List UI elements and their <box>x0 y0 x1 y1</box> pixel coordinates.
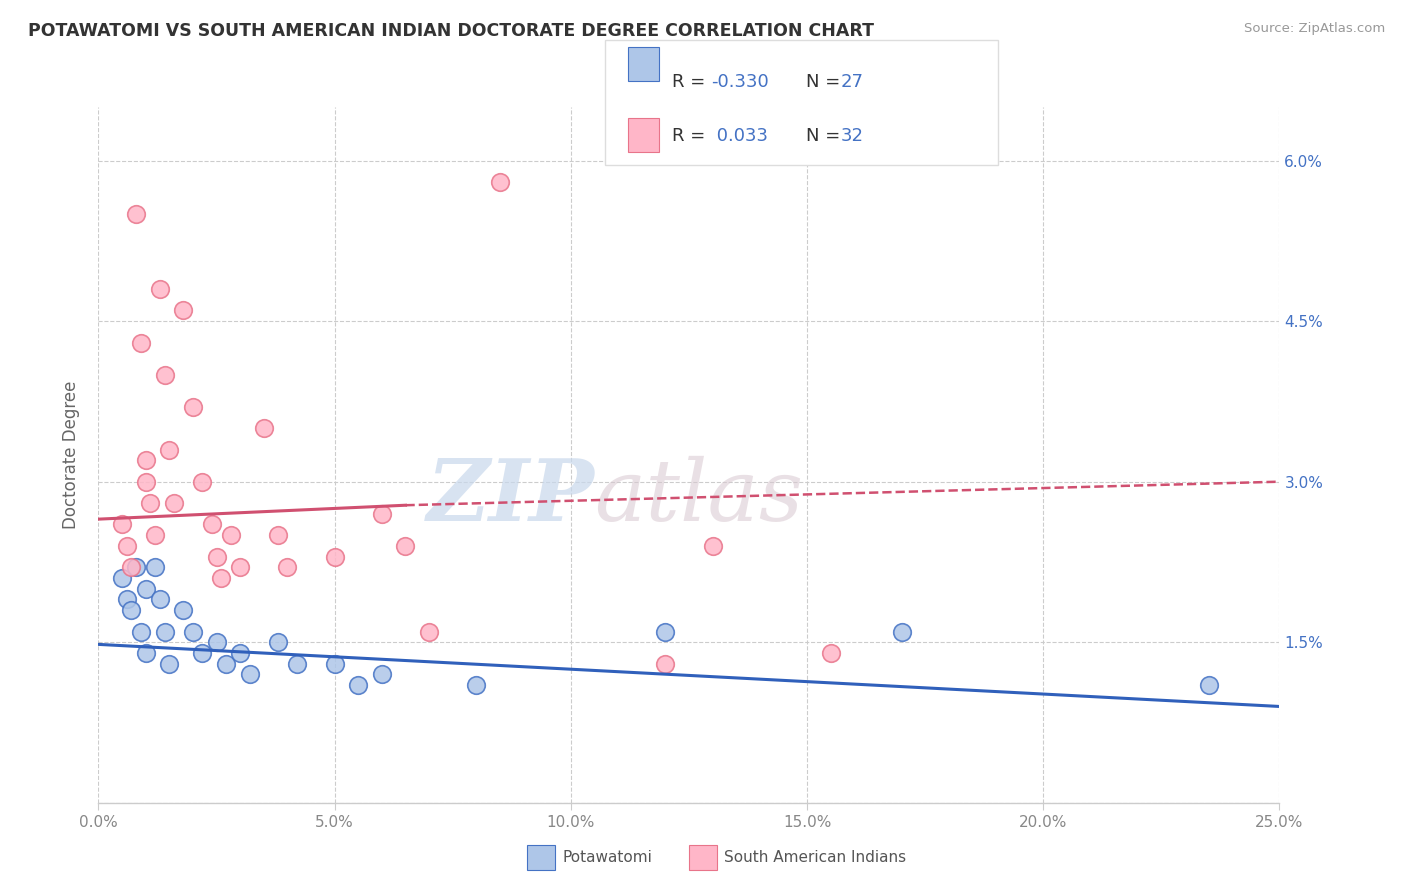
Point <box>163 496 186 510</box>
Point <box>111 571 134 585</box>
Point <box>371 507 394 521</box>
Point <box>239 667 262 681</box>
Text: South American Indians: South American Indians <box>724 850 907 864</box>
Text: ZIP: ZIP <box>426 455 595 539</box>
Point <box>371 667 394 681</box>
Point <box>191 646 214 660</box>
Point <box>157 442 180 457</box>
Point <box>201 517 224 532</box>
Point <box>143 528 166 542</box>
Point <box>115 539 138 553</box>
Text: atlas: atlas <box>595 455 804 538</box>
Point <box>181 624 204 639</box>
Point <box>172 603 194 617</box>
Point <box>153 624 176 639</box>
Text: Potawatomi: Potawatomi <box>562 850 652 864</box>
Point <box>191 475 214 489</box>
Point <box>323 657 346 671</box>
Point <box>465 678 488 692</box>
Text: R =: R = <box>672 127 711 145</box>
Point <box>139 496 162 510</box>
Point <box>149 592 172 607</box>
Text: -0.330: -0.330 <box>711 73 769 91</box>
Point <box>205 635 228 649</box>
Text: N =: N = <box>806 127 845 145</box>
Point <box>125 560 148 574</box>
Text: N =: N = <box>806 73 845 91</box>
Text: 27: 27 <box>841 73 863 91</box>
Point <box>129 335 152 350</box>
Point <box>276 560 298 574</box>
Point <box>418 624 440 639</box>
Point <box>890 624 912 639</box>
Text: 32: 32 <box>841 127 863 145</box>
Point <box>229 560 252 574</box>
Point <box>135 582 157 596</box>
Point <box>149 282 172 296</box>
Point <box>135 475 157 489</box>
Point <box>267 528 290 542</box>
Point <box>323 549 346 564</box>
Point <box>181 400 204 414</box>
Text: Source: ZipAtlas.com: Source: ZipAtlas.com <box>1244 22 1385 36</box>
Point <box>1198 678 1220 692</box>
Point <box>654 624 676 639</box>
Text: 0.033: 0.033 <box>711 127 769 145</box>
Point <box>654 657 676 671</box>
Point <box>394 539 416 553</box>
Point <box>121 603 143 617</box>
Point <box>209 571 232 585</box>
Point <box>229 646 252 660</box>
Point <box>267 635 290 649</box>
Point <box>125 207 148 221</box>
Point <box>153 368 176 382</box>
Point <box>143 560 166 574</box>
Y-axis label: Doctorate Degree: Doctorate Degree <box>62 381 80 529</box>
Point <box>702 539 724 553</box>
Point <box>489 175 512 189</box>
Text: R =: R = <box>672 73 711 91</box>
Point <box>172 303 194 318</box>
Point <box>253 421 276 435</box>
Text: POTAWATOMI VS SOUTH AMERICAN INDIAN DOCTORATE DEGREE CORRELATION CHART: POTAWATOMI VS SOUTH AMERICAN INDIAN DOCT… <box>28 22 875 40</box>
Point <box>219 528 242 542</box>
Point <box>347 678 370 692</box>
Point <box>111 517 134 532</box>
Point <box>820 646 842 660</box>
Point <box>215 657 238 671</box>
Point <box>135 453 157 467</box>
Point <box>135 646 157 660</box>
Point <box>121 560 143 574</box>
Point <box>285 657 308 671</box>
Point <box>205 549 228 564</box>
Point <box>157 657 180 671</box>
Point <box>129 624 152 639</box>
Point <box>115 592 138 607</box>
